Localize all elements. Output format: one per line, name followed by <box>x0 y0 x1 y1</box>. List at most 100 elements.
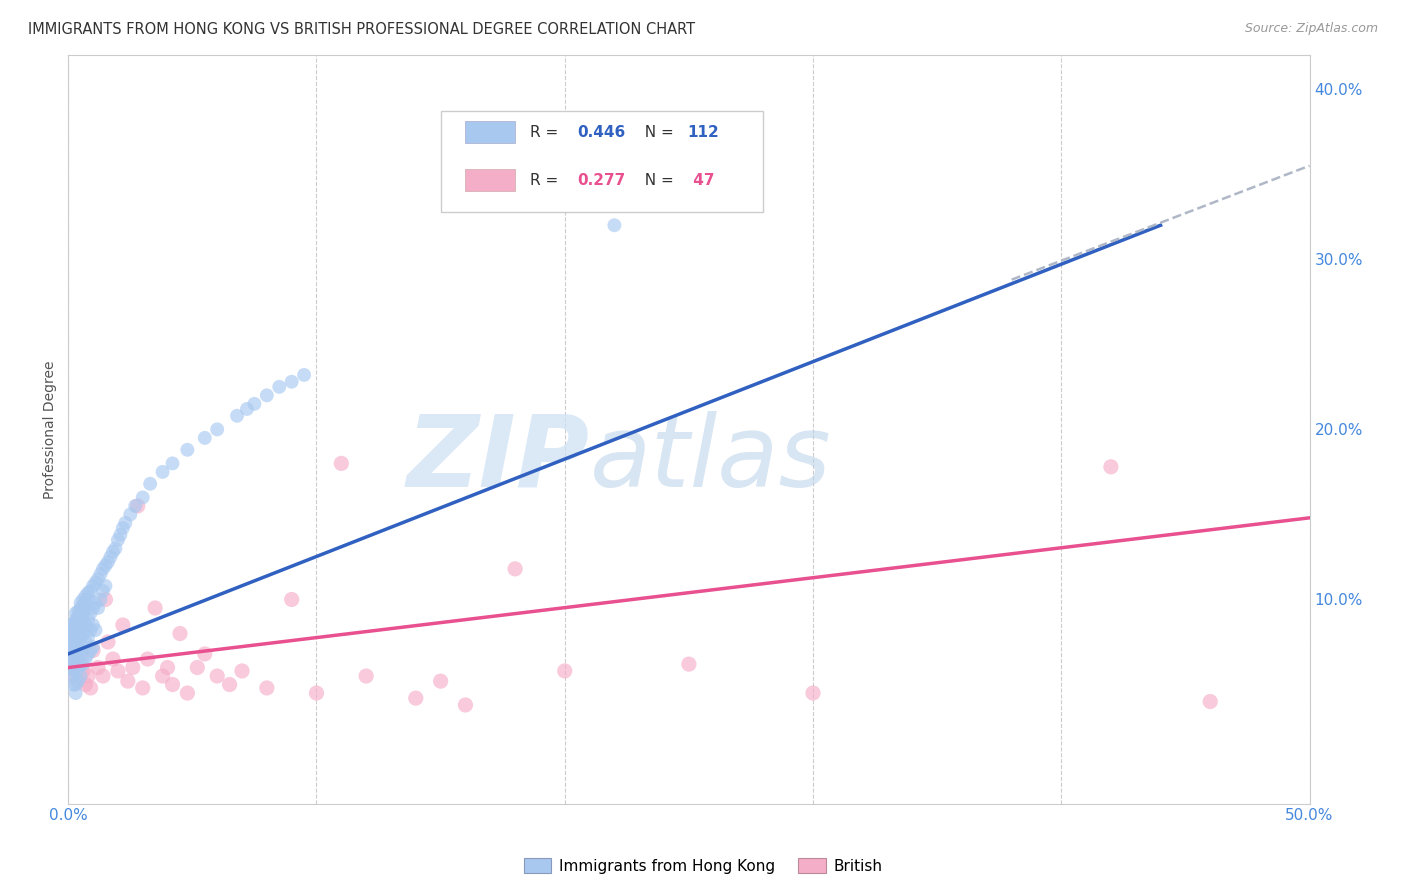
Point <box>139 476 162 491</box>
Point <box>97 635 120 649</box>
Text: atlas: atlas <box>589 411 831 508</box>
Point <box>72 640 94 654</box>
Point <box>91 584 114 599</box>
Point <box>503 562 526 576</box>
Point <box>67 623 90 637</box>
Point <box>127 499 149 513</box>
Text: N =: N = <box>636 173 679 187</box>
Point <box>69 618 91 632</box>
Point <box>67 609 90 624</box>
Point <box>120 508 142 522</box>
Point <box>72 626 94 640</box>
Text: 0.446: 0.446 <box>576 125 626 140</box>
Point <box>65 630 87 644</box>
Point <box>131 681 153 695</box>
Point <box>59 652 82 666</box>
Point <box>280 592 302 607</box>
Point <box>186 660 208 674</box>
Point <box>84 623 107 637</box>
Point <box>59 640 82 654</box>
Point <box>91 562 114 576</box>
Point <box>75 677 97 691</box>
Point <box>65 664 87 678</box>
Point <box>65 677 87 691</box>
Point <box>59 626 82 640</box>
Point <box>205 422 228 436</box>
Point <box>554 664 576 678</box>
Text: R =: R = <box>530 173 564 187</box>
FancyBboxPatch shape <box>465 169 515 192</box>
Point <box>65 652 87 666</box>
Point <box>75 589 97 603</box>
Text: ZIP: ZIP <box>406 411 589 508</box>
Point <box>117 674 139 689</box>
Point <box>79 623 101 637</box>
Point <box>231 664 253 678</box>
Point <box>454 698 477 712</box>
Text: 112: 112 <box>688 125 720 140</box>
Point <box>169 626 191 640</box>
Point <box>87 572 110 586</box>
Point <box>152 465 174 479</box>
Point <box>62 669 84 683</box>
Point <box>67 604 90 618</box>
Point <box>131 491 153 505</box>
Point <box>62 626 84 640</box>
Point <box>59 643 82 657</box>
Text: IMMIGRANTS FROM HONG KONG VS BRITISH PROFESSIONAL DEGREE CORRELATION CHART: IMMIGRANTS FROM HONG KONG VS BRITISH PRO… <box>28 22 695 37</box>
Point <box>152 669 174 683</box>
Point <box>79 681 101 695</box>
Point <box>110 528 132 542</box>
Point <box>67 647 90 661</box>
Point <box>405 691 427 706</box>
Point <box>226 409 249 423</box>
Point <box>256 681 278 695</box>
Point <box>89 566 111 581</box>
Point <box>354 669 377 683</box>
Point <box>107 664 129 678</box>
Point <box>72 664 94 678</box>
Point <box>69 657 91 672</box>
Point <box>62 647 84 661</box>
Point <box>79 643 101 657</box>
Point <box>269 380 291 394</box>
Point <box>77 669 100 683</box>
Point <box>94 579 117 593</box>
Point <box>62 669 84 683</box>
Point <box>77 585 100 599</box>
Point <box>136 652 159 666</box>
Point <box>82 643 104 657</box>
Point <box>69 606 91 620</box>
Point <box>162 457 184 471</box>
Point <box>124 499 146 513</box>
Point <box>62 630 84 644</box>
Point <box>236 401 259 416</box>
Point <box>101 545 124 559</box>
Text: 0.277: 0.277 <box>576 173 626 187</box>
Point <box>330 457 353 471</box>
Point <box>77 592 100 607</box>
Point <box>77 647 100 661</box>
Point <box>243 397 266 411</box>
Point <box>77 630 100 644</box>
FancyBboxPatch shape <box>465 121 515 144</box>
Point <box>67 635 90 649</box>
Point <box>72 592 94 607</box>
Point <box>218 677 240 691</box>
Point <box>62 635 84 649</box>
Point <box>62 647 84 661</box>
Point <box>176 686 198 700</box>
Point <box>82 618 104 632</box>
Point <box>67 674 90 689</box>
Point <box>101 652 124 666</box>
Point <box>72 657 94 672</box>
Point <box>59 660 82 674</box>
Point <box>100 549 122 564</box>
Point <box>62 677 84 691</box>
Point <box>104 541 127 556</box>
Point <box>65 635 87 649</box>
Point <box>256 388 278 402</box>
Point <box>91 669 114 683</box>
Point <box>156 660 179 674</box>
Point <box>69 643 91 657</box>
